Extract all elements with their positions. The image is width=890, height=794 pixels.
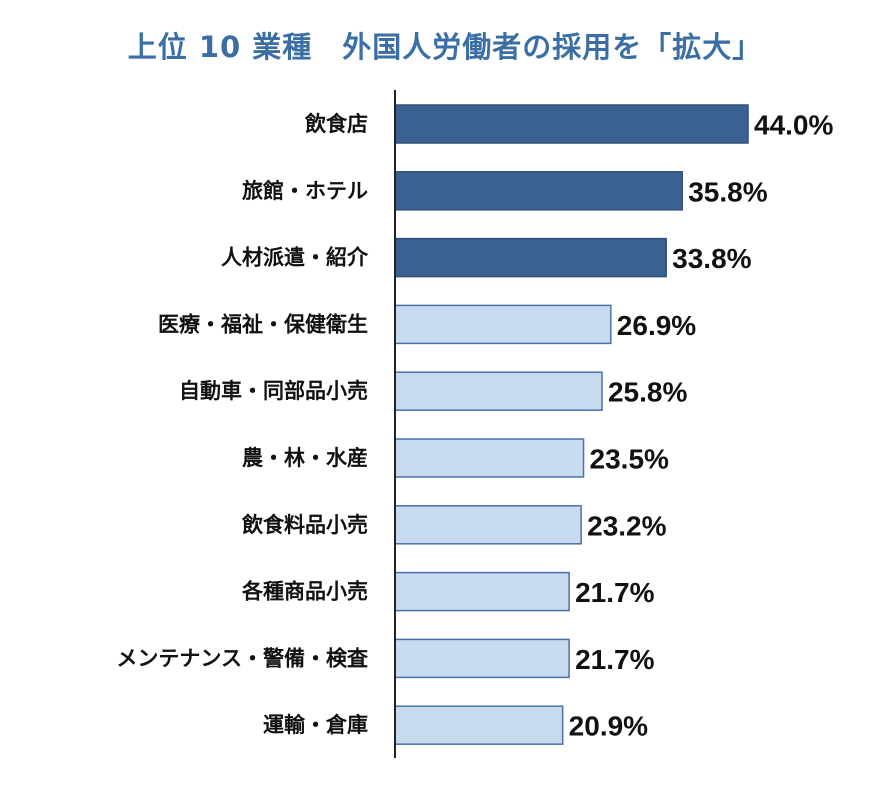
- bar-7: [394, 505, 582, 545]
- category-label-3: 人材派遣・紹介: [221, 246, 369, 270]
- category-label-2: 旅館・ホテル: [242, 179, 368, 203]
- bar-2: [394, 171, 683, 211]
- category-label-4: 医療・福祉・保健衛生: [158, 312, 368, 336]
- value-label-10: 20.9%: [569, 711, 648, 742]
- value-label-8: 21.7%: [575, 577, 654, 608]
- value-label-5: 25.8%: [608, 377, 687, 408]
- value-label-6: 23.5%: [590, 444, 669, 475]
- bar-5: [394, 371, 603, 411]
- category-label-9: メンテナンス・警備・検査: [116, 646, 368, 670]
- value-label-7: 23.2%: [587, 510, 666, 541]
- category-label-1: 飲食店: [304, 112, 368, 136]
- category-label-8: 各種商品小売: [241, 580, 368, 604]
- category-label-5: 自動車・同部品小売: [179, 379, 368, 403]
- category-labels-group: 飲食店旅館・ホテル人材派遣・紹介医療・福祉・保健衛生自動車・同部品小売農・林・水…: [116, 112, 369, 737]
- bar-6: [394, 438, 585, 478]
- value-labels-group: 44.0% 35.8% 33.8% 26.9% 25.8% 23.5% 23.2% 21.7%…: [569, 110, 834, 742]
- bar-1: [394, 104, 749, 144]
- chart-title: 上位 10 業種 外国人労働者の採用を「拡大」: [127, 30, 763, 64]
- category-label-10: 運輸・倉庫: [263, 713, 368, 737]
- bar-4: [394, 304, 612, 345]
- value-label-4: 26.9%: [617, 310, 696, 341]
- bar-10: [394, 705, 564, 745]
- category-label-7: 飲食料品小売: [241, 513, 368, 537]
- bar-9: [394, 638, 570, 679]
- bar-3: [394, 237, 667, 278]
- value-label-2: 35.8%: [688, 176, 767, 207]
- value-label-1: 44.0%: [754, 110, 833, 141]
- bars-group: [394, 104, 749, 745]
- category-label-6: 農・林・水産: [242, 446, 368, 470]
- bar-8: [394, 571, 570, 612]
- value-label-9: 21.7%: [575, 644, 654, 675]
- value-label-3: 33.8%: [672, 243, 751, 274]
